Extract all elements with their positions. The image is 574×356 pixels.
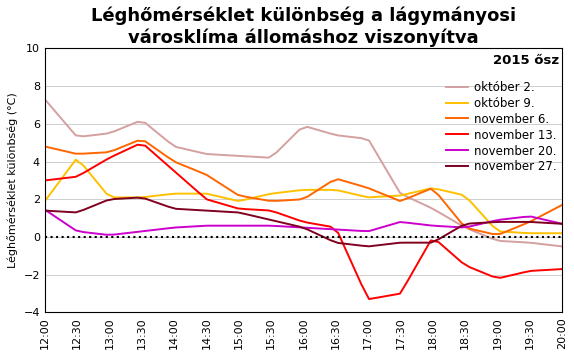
november 6.	[458, 221, 465, 226]
november 20.	[173, 225, 180, 230]
Line: október 2.: október 2.	[45, 99, 562, 246]
Line: október 9.: október 9.	[45, 160, 562, 233]
november 27.	[41, 209, 48, 213]
november 13.	[134, 143, 141, 147]
október 9.	[559, 231, 565, 235]
október 9.	[458, 193, 465, 197]
október 9.	[505, 230, 511, 234]
november 6.	[528, 219, 534, 223]
november 27.	[428, 241, 435, 245]
Line: november 27.: november 27.	[45, 198, 562, 246]
november 13.	[512, 272, 519, 276]
Title: Léghőmérséklet különbség a lágymányosi
városklíma állomáshoz viszonyítva: Léghőmérséklet különbség a lágymányosi v…	[91, 7, 516, 47]
november 27.	[528, 220, 534, 224]
Text: 2015 ősz: 2015 ősz	[493, 54, 560, 67]
november 27.	[366, 244, 373, 248]
november 6.	[520, 222, 527, 227]
november 13.	[404, 279, 411, 283]
október 2.	[559, 244, 565, 248]
november 6.	[420, 190, 426, 194]
november 6.	[41, 144, 48, 148]
november 13.	[520, 270, 527, 274]
október 2.	[343, 134, 350, 138]
november 20.	[512, 216, 519, 220]
november 13.	[528, 269, 534, 273]
november 20.	[41, 208, 48, 212]
november 20.	[103, 232, 110, 237]
október 2.	[505, 239, 511, 244]
november 13.	[466, 265, 473, 269]
november 27.	[559, 222, 565, 226]
október 2.	[157, 133, 164, 137]
november 13.	[366, 297, 373, 301]
november 13.	[41, 178, 48, 183]
Line: november 20.: november 20.	[45, 210, 562, 235]
október 2.	[543, 242, 550, 247]
november 6.	[559, 203, 565, 207]
október 2.	[165, 140, 172, 144]
november 6.	[397, 199, 404, 203]
Legend: október 2., október 9., november 6., november 13., november 20., november 27.: október 2., október 9., november 6., nov…	[447, 81, 556, 173]
október 2.	[335, 133, 342, 137]
november 27.	[134, 195, 141, 200]
Y-axis label: Léghőmérséklet különbség (°C): Léghőmérséklet különbség (°C)	[7, 93, 18, 268]
november 20.	[165, 226, 172, 230]
november 27.	[512, 220, 519, 224]
október 9.	[72, 158, 79, 162]
november 27.	[466, 221, 473, 226]
november 20.	[559, 222, 565, 226]
november 27.	[520, 220, 527, 224]
Line: november 6.: november 6.	[45, 141, 562, 234]
október 9.	[397, 193, 404, 198]
november 20.	[265, 224, 272, 228]
november 13.	[559, 267, 565, 271]
október 9.	[41, 199, 48, 203]
október 9.	[520, 231, 527, 235]
október 9.	[528, 231, 534, 235]
Line: november 13.: november 13.	[45, 145, 562, 299]
november 20.	[343, 228, 350, 232]
október 9.	[420, 188, 426, 192]
október 2.	[41, 97, 48, 101]
október 9.	[512, 230, 519, 235]
november 27.	[404, 241, 411, 245]
november 6.	[134, 138, 141, 143]
november 20.	[350, 228, 357, 232]
november 13.	[428, 238, 435, 242]
november 6.	[512, 225, 519, 230]
november 6.	[489, 232, 496, 236]
